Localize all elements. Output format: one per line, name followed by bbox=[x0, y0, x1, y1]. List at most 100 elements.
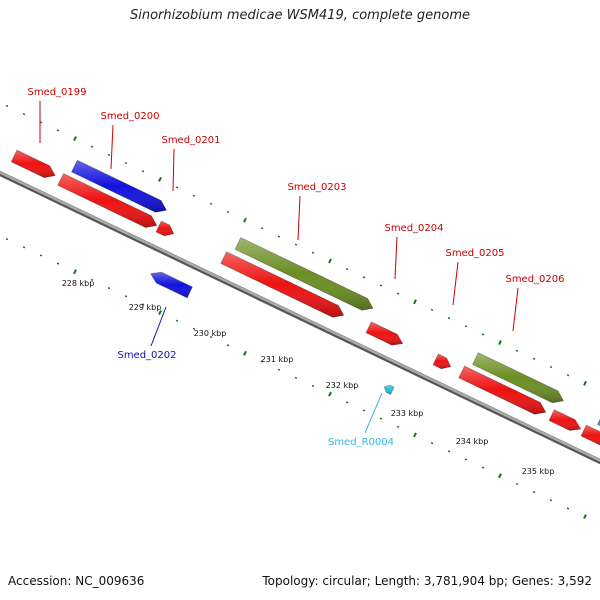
leader-smed_0206 bbox=[512, 287, 519, 332]
map-title: Sinorhizobium medicae WSM419, complete g… bbox=[129, 8, 471, 23]
outer-minor-tick bbox=[532, 357, 536, 360]
outer-major-tick bbox=[73, 136, 77, 142]
inner-minor-tick bbox=[379, 417, 383, 420]
outer-minor-tick bbox=[294, 243, 298, 246]
leader-smed_0204 bbox=[394, 236, 398, 280]
cds-arrow-edge-shade bbox=[581, 425, 600, 446]
leader-smed_0201 bbox=[172, 148, 175, 192]
gene-label-smed_0205: Smed_0205 bbox=[445, 248, 504, 259]
feature-bar-extra-shade bbox=[597, 419, 600, 426]
outer-minor-tick bbox=[90, 145, 94, 148]
feature-arrow-smed-r0004-shade bbox=[384, 385, 394, 395]
inner-minor-tick bbox=[124, 295, 128, 298]
gene-label-smed_0204: Smed_0204 bbox=[384, 223, 443, 234]
backbone-line bbox=[0, 171, 600, 462]
leader-smed_0203 bbox=[297, 195, 301, 241]
inner-minor-tick bbox=[192, 327, 196, 330]
outer-major-tick bbox=[498, 340, 502, 346]
outer-minor-tick bbox=[124, 161, 128, 165]
outer-tick-track bbox=[5, 104, 587, 386]
outer-minor-tick bbox=[56, 129, 60, 132]
gene-label-smed_r0004: Smed_R0004 bbox=[328, 437, 394, 448]
gene-label-smed_0202: Smed_0202 bbox=[117, 350, 176, 361]
cds-arrow-smed-0207-shade bbox=[549, 409, 581, 431]
inner-minor-tick bbox=[447, 450, 451, 453]
feature-bar-olive-2-shade bbox=[472, 352, 564, 403]
outer-major-tick bbox=[243, 217, 247, 223]
inner-minor-tick bbox=[22, 246, 26, 249]
outer-minor-tick bbox=[396, 292, 400, 295]
outer-minor-tick bbox=[379, 284, 383, 287]
scale-label: 233 kbp bbox=[391, 409, 424, 418]
outer-major-tick bbox=[413, 299, 417, 305]
inner-minor-tick bbox=[209, 335, 213, 339]
inner-minor-tick bbox=[430, 442, 434, 445]
outer-minor-tick bbox=[141, 170, 145, 173]
inner-minor-tick bbox=[566, 507, 570, 510]
inner-major-tick bbox=[158, 310, 162, 316]
inner-minor-tick bbox=[260, 360, 264, 363]
inner-minor-tick bbox=[345, 401, 349, 404]
inner-minor-tick bbox=[362, 409, 366, 412]
gene-label-smed_0203: Smed_0203 bbox=[287, 182, 346, 193]
outer-minor-tick bbox=[566, 374, 570, 377]
cds-arrow-smed-0199-shade bbox=[11, 150, 56, 178]
outer-minor-tick bbox=[209, 202, 213, 205]
outer-minor-tick bbox=[192, 194, 196, 197]
gene-label-smed_0201: Smed_0201 bbox=[161, 135, 220, 146]
inner-major-tick bbox=[498, 473, 502, 479]
outer-minor-tick bbox=[430, 308, 434, 312]
outer-minor-tick bbox=[345, 268, 349, 271]
cds-arrow-smed-0205-shade bbox=[433, 354, 451, 369]
genome-backbone bbox=[0, 170, 600, 465]
accession-text: Accession: NC_009636 bbox=[8, 574, 145, 588]
outer-minor-tick bbox=[549, 365, 553, 369]
outer-minor-tick bbox=[22, 112, 26, 116]
inner-minor-tick bbox=[226, 344, 230, 347]
outer-minor-tick bbox=[515, 349, 519, 352]
cds-arrow-smed-0206-shade bbox=[458, 366, 546, 415]
outer-major-tick bbox=[583, 380, 587, 386]
feature-bar-olive-1-shade bbox=[235, 237, 373, 311]
leader-smed_0205 bbox=[452, 261, 459, 306]
inner-major-tick bbox=[73, 269, 77, 275]
outer-minor-tick bbox=[175, 186, 179, 189]
outer-minor-tick bbox=[464, 325, 468, 328]
inner-minor-tick bbox=[294, 376, 298, 379]
genome-summary-text: Topology: circular; Length: 3,781,904 bp… bbox=[262, 574, 592, 588]
inner-minor-tick bbox=[141, 303, 145, 306]
gene-label-smed_0200: Smed_0200 bbox=[100, 111, 159, 122]
outer-major-tick bbox=[328, 258, 332, 264]
inner-major-tick bbox=[243, 350, 247, 356]
outer-minor-tick bbox=[311, 251, 315, 254]
scale-label: 228 kbp bbox=[62, 279, 95, 288]
inner-minor-tick bbox=[277, 368, 281, 371]
cds-arrow-smed-0204-shade bbox=[366, 321, 403, 346]
outer-minor-tick bbox=[481, 333, 485, 336]
inner-minor-tick bbox=[175, 319, 179, 322]
inner-minor-tick bbox=[56, 262, 60, 265]
feature-layer bbox=[10, 149, 600, 446]
inner-minor-tick bbox=[532, 490, 536, 494]
outer-minor-tick bbox=[277, 235, 281, 238]
gene-label-smed_0199: Smed_0199 bbox=[27, 87, 86, 98]
leader-smed_r0004 bbox=[364, 392, 383, 434]
scale-label: 235 kbp bbox=[522, 467, 555, 476]
scale-label: 231 kbp bbox=[261, 355, 294, 364]
scale-label: 229 kbp bbox=[129, 303, 162, 312]
outer-minor-tick bbox=[226, 210, 230, 214]
leader-smed_0202 bbox=[150, 306, 167, 347]
outer-minor-tick bbox=[39, 121, 43, 124]
scale-label: 234 kbp bbox=[456, 437, 489, 446]
leader-smed_0200 bbox=[110, 124, 114, 170]
outer-minor-tick bbox=[447, 316, 451, 320]
outer-minor-tick bbox=[362, 276, 366, 279]
feature-arrow-smed-0202-shade bbox=[150, 272, 193, 298]
inner-minor-tick bbox=[396, 425, 400, 428]
inner-minor-tick bbox=[90, 278, 94, 282]
gene-label-smed_0206: Smed_0206 bbox=[505, 274, 564, 285]
inner-minor-tick bbox=[464, 458, 468, 461]
inner-minor-tick bbox=[39, 254, 43, 257]
outer-minor-tick bbox=[107, 153, 111, 156]
